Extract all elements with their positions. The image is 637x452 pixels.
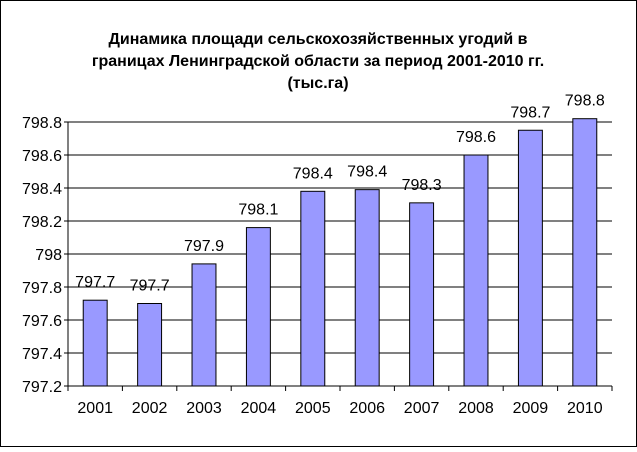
chart-title-line-2: границах Ленинградской области за период… xyxy=(92,53,544,70)
x-label-2005: 2005 xyxy=(295,400,331,417)
data-label-2006: 798.4 xyxy=(347,164,387,181)
y-tick-label: 798.2 xyxy=(22,214,62,231)
axes xyxy=(67,122,612,387)
bar-2009 xyxy=(517,129,543,387)
y-tick-label: 798.6 xyxy=(22,148,62,165)
data-label-2004: 798.1 xyxy=(238,202,278,219)
x-label-2004: 2004 xyxy=(241,400,277,417)
y-tick-label: 798.8 xyxy=(22,115,62,132)
chart-title-line-1: Динамика площади сельскохозяйственных уг… xyxy=(109,31,528,48)
y-tick-label: 798.4 xyxy=(22,181,62,198)
data-label-2010: 798.8 xyxy=(565,93,605,110)
chart-title: Динамика площади сельскохозяйственных уг… xyxy=(92,31,544,92)
bar-2007 xyxy=(409,202,435,387)
data-label-2005: 798.4 xyxy=(293,165,333,182)
y-axis-ticks: 797.2 797.4 797.6 797.8 798 798.2 798.4 798.6 79… xyxy=(22,115,68,396)
y-tick-label: 797.8 xyxy=(22,280,62,297)
bar-2010 xyxy=(572,118,598,387)
bar-2003 xyxy=(191,263,217,387)
x-label-2008: 2008 xyxy=(458,400,494,417)
x-axis-labels: 2001 2002 2003 2004 2005 2006 2007 2008 2009 2010 xyxy=(67,386,613,417)
bar-2002 xyxy=(137,303,163,387)
data-label-2007: 798.3 xyxy=(402,177,442,194)
data-label-2009: 798.7 xyxy=(510,104,550,121)
bar-2001 xyxy=(82,299,108,387)
data-label-2003: 797.9 xyxy=(184,238,224,255)
x-label-2007: 2007 xyxy=(404,400,440,417)
data-label-2001: 797.7 xyxy=(75,274,115,291)
x-label-2006: 2006 xyxy=(349,400,385,417)
bar-2008 xyxy=(463,154,489,387)
x-label-2009: 2009 xyxy=(513,400,549,417)
data-label-2002: 797.7 xyxy=(130,278,170,295)
data-labels: 797.7 797.7 797.9 798.1 798.4 798.4 798.3 798.6… xyxy=(75,93,605,295)
bar-2005 xyxy=(300,190,326,387)
data-label-2008: 798.6 xyxy=(456,129,496,146)
y-tick-label: 797.2 xyxy=(22,379,62,396)
bar-2004 xyxy=(245,227,271,387)
x-label-2001: 2001 xyxy=(77,400,113,417)
x-label-2003: 2003 xyxy=(186,400,222,417)
y-tick-label: 797.6 xyxy=(22,313,62,330)
bar-2006 xyxy=(354,189,380,387)
y-tick-label: 797.4 xyxy=(22,346,62,363)
y-tick-label: 798 xyxy=(35,247,62,264)
chart-title-line-3: (тыс.га) xyxy=(287,75,348,92)
x-label-2010: 2010 xyxy=(567,400,603,417)
x-label-2002: 2002 xyxy=(132,400,168,417)
